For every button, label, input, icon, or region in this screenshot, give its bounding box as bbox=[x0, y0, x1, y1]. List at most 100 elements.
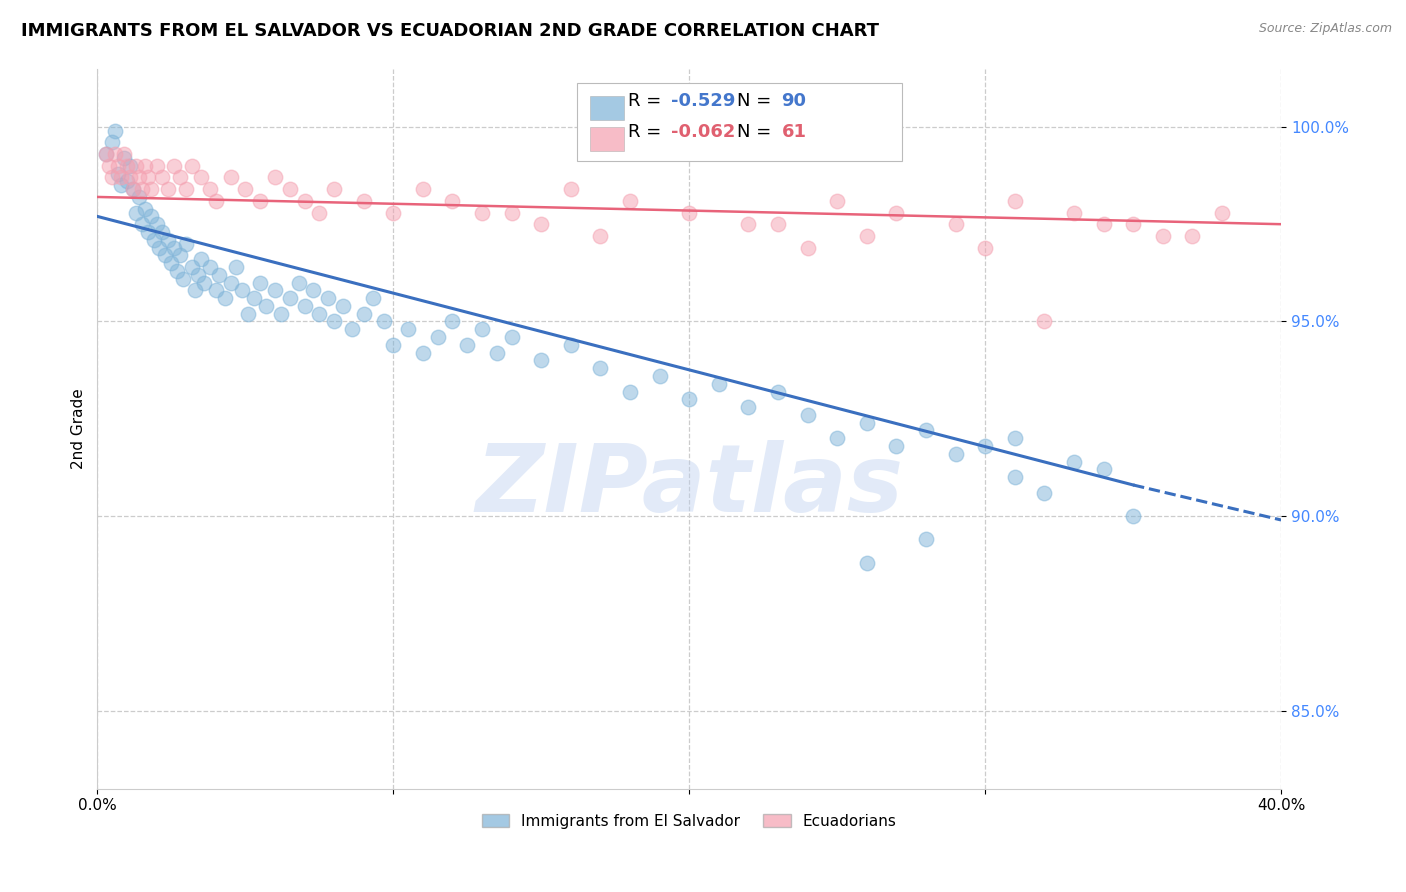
Point bbox=[945, 447, 967, 461]
Point bbox=[134, 202, 156, 216]
Text: R =: R = bbox=[627, 123, 666, 141]
Point bbox=[104, 147, 127, 161]
Point bbox=[249, 276, 271, 290]
Point bbox=[96, 147, 118, 161]
Point bbox=[373, 314, 395, 328]
Point bbox=[231, 284, 253, 298]
Point bbox=[128, 190, 150, 204]
Point bbox=[118, 170, 141, 185]
Point bbox=[1004, 431, 1026, 445]
Point bbox=[112, 147, 135, 161]
Point bbox=[619, 194, 641, 208]
Point bbox=[264, 284, 287, 298]
Point bbox=[131, 217, 153, 231]
Point bbox=[115, 174, 138, 188]
Text: N =: N = bbox=[737, 123, 776, 141]
Point bbox=[131, 182, 153, 196]
Point bbox=[855, 416, 877, 430]
Point bbox=[219, 276, 242, 290]
Point bbox=[1004, 470, 1026, 484]
Point bbox=[456, 338, 478, 352]
Point bbox=[110, 178, 132, 193]
Point bbox=[172, 271, 194, 285]
Point bbox=[187, 268, 209, 282]
Text: 61: 61 bbox=[782, 123, 807, 141]
Point bbox=[254, 299, 277, 313]
Point bbox=[125, 205, 148, 219]
Point bbox=[382, 338, 405, 352]
Point bbox=[1181, 228, 1204, 243]
Point bbox=[1122, 509, 1144, 524]
Text: -0.062: -0.062 bbox=[672, 123, 735, 141]
Text: -0.529: -0.529 bbox=[672, 92, 735, 110]
FancyBboxPatch shape bbox=[576, 83, 903, 161]
Point bbox=[152, 225, 174, 239]
Text: IMMIGRANTS FROM EL SALVADOR VS ECUADORIAN 2ND GRADE CORRELATION CHART: IMMIGRANTS FROM EL SALVADOR VS ECUADORIA… bbox=[21, 22, 879, 40]
Point bbox=[107, 159, 129, 173]
Point bbox=[101, 170, 124, 185]
Point bbox=[238, 307, 260, 321]
Point bbox=[104, 124, 127, 138]
Point bbox=[737, 400, 759, 414]
Point bbox=[501, 330, 523, 344]
Point bbox=[294, 299, 316, 313]
Point bbox=[125, 159, 148, 173]
Point bbox=[112, 151, 135, 165]
Point bbox=[115, 159, 138, 173]
Point bbox=[193, 276, 215, 290]
Point bbox=[302, 284, 325, 298]
Point bbox=[243, 291, 266, 305]
Point bbox=[174, 236, 197, 251]
Point bbox=[1092, 217, 1115, 231]
Legend: Immigrants from El Salvador, Ecuadorians: Immigrants from El Salvador, Ecuadorians bbox=[475, 807, 903, 835]
Point bbox=[198, 182, 221, 196]
Point bbox=[110, 170, 132, 185]
Point bbox=[426, 330, 449, 344]
Point bbox=[915, 424, 938, 438]
Point bbox=[169, 170, 191, 185]
Point bbox=[136, 225, 159, 239]
Point bbox=[974, 241, 997, 255]
Point bbox=[118, 159, 141, 173]
Point bbox=[648, 369, 671, 384]
FancyBboxPatch shape bbox=[589, 127, 624, 152]
Point bbox=[1211, 205, 1233, 219]
Point bbox=[166, 264, 188, 278]
Point bbox=[825, 194, 848, 208]
Point bbox=[361, 291, 384, 305]
Point bbox=[225, 260, 247, 274]
Point bbox=[208, 268, 231, 282]
Point bbox=[163, 159, 186, 173]
Point bbox=[169, 248, 191, 262]
Point bbox=[1122, 217, 1144, 231]
Point bbox=[152, 170, 174, 185]
Point bbox=[323, 182, 346, 196]
Point bbox=[560, 338, 582, 352]
Point bbox=[471, 205, 494, 219]
Point bbox=[98, 159, 121, 173]
Point bbox=[145, 159, 167, 173]
Text: N =: N = bbox=[737, 92, 776, 110]
Point bbox=[589, 228, 612, 243]
Point bbox=[249, 194, 271, 208]
Point bbox=[219, 170, 242, 185]
Point bbox=[332, 299, 354, 313]
Point bbox=[945, 217, 967, 231]
Point bbox=[160, 256, 183, 270]
Point bbox=[619, 384, 641, 399]
Point bbox=[855, 556, 877, 570]
Point bbox=[264, 170, 287, 185]
Point bbox=[142, 233, 165, 247]
Point bbox=[198, 260, 221, 274]
Point bbox=[796, 408, 818, 422]
Point bbox=[1063, 205, 1085, 219]
Point bbox=[174, 182, 197, 196]
Point bbox=[589, 361, 612, 376]
Point bbox=[382, 205, 405, 219]
Point bbox=[139, 210, 162, 224]
Point bbox=[707, 376, 730, 391]
Point bbox=[485, 345, 508, 359]
Point bbox=[157, 233, 180, 247]
Point bbox=[163, 241, 186, 255]
Point bbox=[278, 182, 301, 196]
